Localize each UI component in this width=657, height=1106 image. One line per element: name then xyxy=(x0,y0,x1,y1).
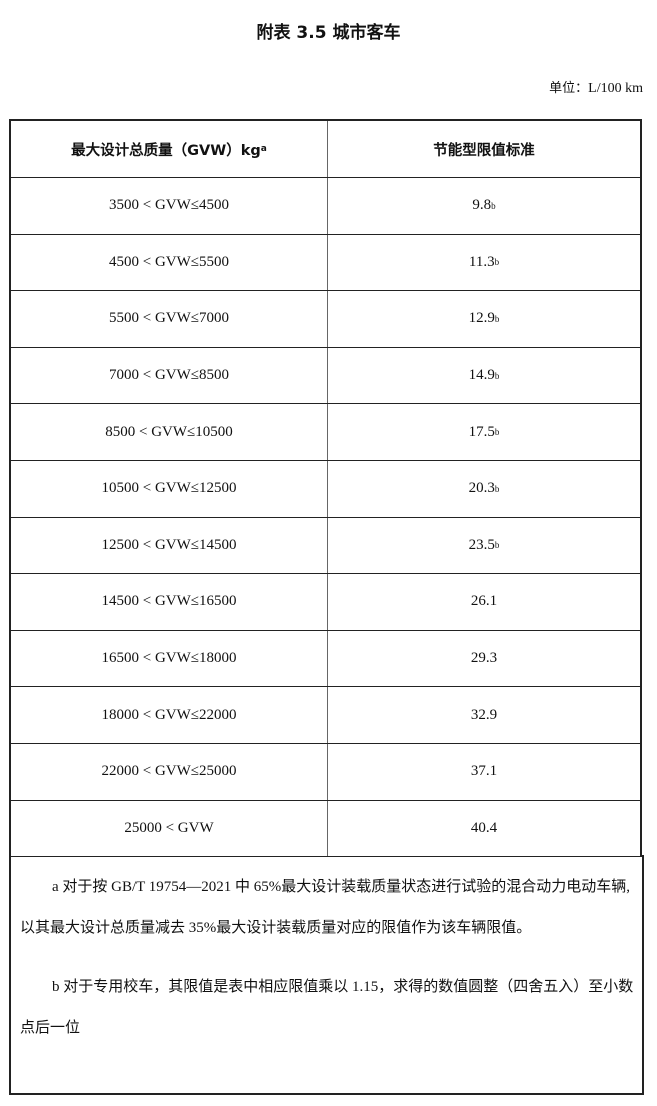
limit-value-cell: 29.3 xyxy=(327,630,640,687)
gvw-range: 10500 < GVW≤12500 xyxy=(101,480,237,497)
table-header-row: 最大设计总质量（GVW）kg a 节能型限值标准 xyxy=(11,121,640,178)
gvw-range-cell: 5500 < GVW≤7000 xyxy=(11,291,327,347)
table-row: 18000 < GVW≤22000 32.9 xyxy=(11,687,640,744)
gvw-range-cell: 4500 < GVW≤5500 xyxy=(11,235,327,291)
header-gvw-sup: a xyxy=(260,144,267,154)
limit-value-cell: 9.8 b xyxy=(327,178,640,234)
limit-value-cell: 11.3 b xyxy=(327,234,640,291)
limit-value-cell: 32.9 xyxy=(327,687,640,743)
limit-value: 29.3 xyxy=(470,650,498,667)
footnote-b: b 对于专用校车，其限值是表中相应限值乘以 1.15，求得的数值圆整（四舍五入）… xyxy=(20,979,634,1036)
limit-value: 37.1 xyxy=(470,763,498,780)
header-limit: 节能型限值标准 xyxy=(327,121,640,177)
limit-value: 32.9 xyxy=(470,706,498,723)
gvw-range: 18000 < GVW≤22000 xyxy=(101,706,237,723)
table-row: 14500 < GVW≤16500 26.1 xyxy=(11,574,640,631)
gvw-range-cell: 10500 < GVW≤12500 xyxy=(11,461,327,517)
table-row: 10500 < GVW≤12500 20.3 b xyxy=(11,460,640,518)
gvw-range: 3500 < GVW≤4500 xyxy=(108,197,229,214)
gvw-range-cell: 22000 < GVW≤25000 xyxy=(11,744,327,800)
gvw-range-cell: 7000 < GVW≤8500 xyxy=(11,348,327,404)
limit-sup: b xyxy=(491,200,496,211)
gvw-range: 4500 < GVW≤5500 xyxy=(108,253,229,270)
footnote-a: a 对于按 GB/T 19754—2021 中 65%最大设计装载质量状态进行试… xyxy=(20,879,631,936)
gvw-range: 14500 < GVW≤16500 xyxy=(101,593,237,610)
unit-prefix: 单位： xyxy=(549,81,589,96)
limit-value-cell: 12.9 b xyxy=(327,291,640,347)
limit-sup: b xyxy=(494,257,500,268)
gvw-range: 8500 < GVW≤10500 xyxy=(105,423,233,440)
unit-label: 单位：L/100 km xyxy=(549,77,643,97)
limit-value-cell: 40.4 xyxy=(327,800,640,857)
gvw-range-cell: 25000 < GVW xyxy=(11,801,327,857)
limit-value: 23.5 xyxy=(468,536,495,553)
limit-value-cell: 26.1 xyxy=(327,574,640,630)
header-gvw: 最大设计总质量（GVW）kg a xyxy=(11,121,327,177)
table-title: 附表 3.5 城市客车 xyxy=(256,23,401,43)
limit-value: 20.3 xyxy=(468,480,495,497)
limit-value: 14.9 xyxy=(468,367,495,384)
gvw-range-cell: 3500 < GVW≤4500 xyxy=(11,178,327,234)
limit-value-cell: 14.9 b xyxy=(327,347,640,404)
limit-value: 40.4 xyxy=(470,819,498,836)
gvw-range: 25000 < GVW xyxy=(124,819,214,836)
gvw-range: 16500 < GVW≤18000 xyxy=(101,650,237,667)
limit-sup: b xyxy=(494,370,500,381)
header-limit-text: 节能型限值标准 xyxy=(433,142,535,159)
table-row: 4500 < GVW≤5500 11.3 b xyxy=(11,234,640,292)
limit-value: 12.9 xyxy=(468,310,495,327)
footnotes: a 对于按 GB/T 19754—2021 中 65%最大设计装载质量状态进行试… xyxy=(9,855,644,1095)
limit-sup: b xyxy=(494,427,500,438)
table-row: 16500 < GVW≤18000 29.3 xyxy=(11,630,640,688)
table-row: 25000 < GVW 40.4 xyxy=(11,800,640,858)
gvw-range-cell: 12500 < GVW≤14500 xyxy=(11,518,327,574)
table-row: 7000 < GVW≤8500 14.9 b xyxy=(11,347,640,405)
gvw-range: 12500 < GVW≤14500 xyxy=(101,536,237,553)
gvw-range-cell: 14500 < GVW≤16500 xyxy=(11,574,327,630)
table-row: 3500 < GVW≤4500 9.8 b xyxy=(11,178,640,235)
limit-value-cell: 17.5 b xyxy=(327,404,640,460)
limit-sup: b xyxy=(494,483,500,494)
limit-value-cell: 23.5 b xyxy=(327,517,640,574)
limit-value-cell: 37.1 xyxy=(327,743,640,800)
limit-value: 26.1 xyxy=(470,593,498,610)
gvw-range: 22000 < GVW≤25000 xyxy=(101,763,237,780)
limit-sup: b xyxy=(494,313,500,324)
table-row: 5500 < GVW≤7000 12.9 b xyxy=(11,291,640,348)
limit-value: 11.3 xyxy=(468,253,495,270)
unit-value: L/100 km xyxy=(588,81,643,96)
table-row: 12500 < GVW≤14500 23.5 b xyxy=(11,517,640,575)
limit-value-cell: 20.3 b xyxy=(327,460,640,517)
gvw-range-cell: 18000 < GVW≤22000 xyxy=(11,687,327,743)
header-gvw-text: 最大设计总质量（GVW）kg xyxy=(71,142,261,159)
limit-sup: b xyxy=(494,540,500,551)
gvw-range-cell: 8500 < GVW≤10500 xyxy=(11,404,327,460)
gvw-range: 5500 < GVW≤7000 xyxy=(108,310,229,327)
limit-value: 9.8 xyxy=(472,197,492,214)
gvw-range-cell: 16500 < GVW≤18000 xyxy=(11,631,327,687)
table-row: 22000 < GVW≤25000 37.1 xyxy=(11,743,640,801)
gvw-range: 7000 < GVW≤8500 xyxy=(108,367,229,384)
table-row: 8500 < GVW≤10500 17.5 b xyxy=(11,404,640,461)
fuel-limit-table: 最大设计总质量（GVW）kg a 节能型限值标准 3500 < GVW≤4500 9… xyxy=(9,119,642,858)
limit-value: 17.5 xyxy=(468,423,495,440)
